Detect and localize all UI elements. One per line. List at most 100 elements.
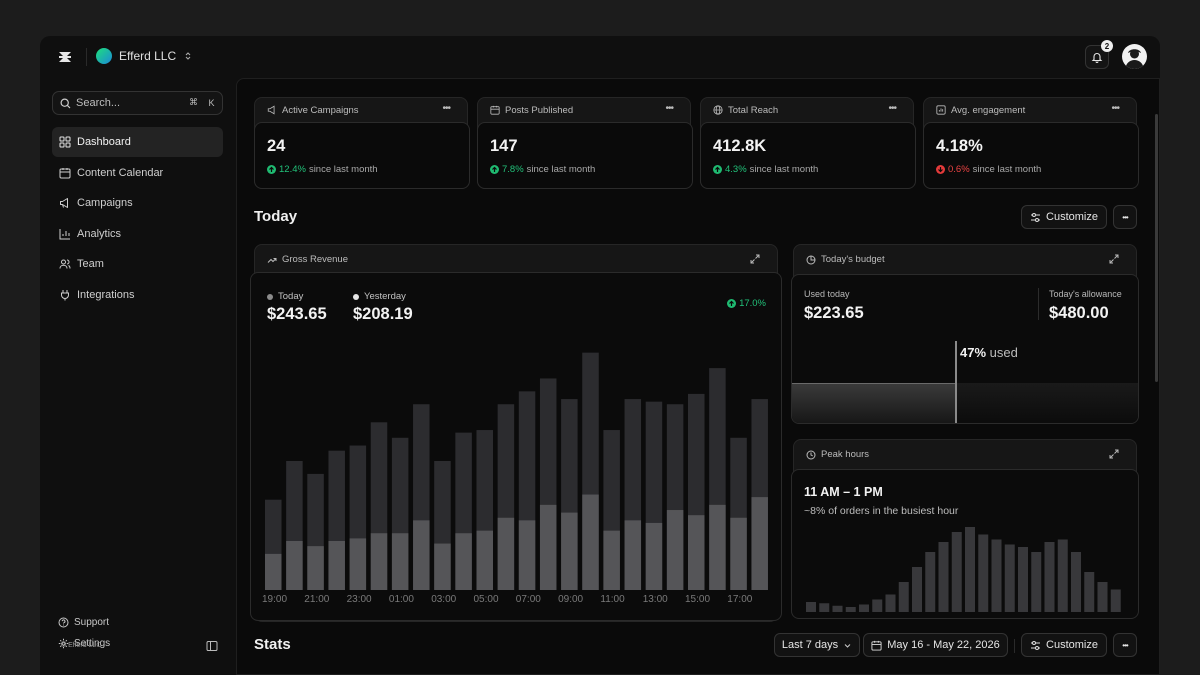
peak-hour-bar (898, 582, 909, 612)
bar-today (666, 510, 684, 590)
scrollbar[interactable] (1155, 114, 1158, 382)
legend-label: Yesterday (364, 291, 406, 302)
kpi-delta: 4.3% since last month (713, 164, 818, 175)
kpi-title: Posts Published (505, 104, 574, 116)
budget-fill (792, 383, 956, 423)
x-tick-label: 11:00 (600, 594, 625, 605)
megaphone-icon (60, 198, 68, 209)
stats-heading: Stats (254, 636, 291, 653)
allowance-label: Today's allowance (1049, 289, 1122, 299)
budget-used-readout: 47% used (960, 345, 1018, 360)
sidebar-item-campaigns[interactable]: Campaigns (52, 188, 223, 218)
budget-track (792, 383, 1138, 423)
x-tick-label: 01:00 (388, 594, 414, 605)
settings-label: Settings (74, 638, 111, 649)
yesterday-revenue-value: $208.19 (353, 305, 413, 323)
sidebar-item-dashboard[interactable]: Dashboard (52, 127, 223, 157)
user-avatar[interactable] (1122, 44, 1147, 69)
x-tick-label: 19:00 (262, 594, 288, 605)
expand-icon[interactable] (750, 254, 760, 264)
bar-today (730, 517, 747, 590)
kpi-value: 4.18% (936, 137, 983, 155)
peak-hour-bar (965, 527, 975, 612)
peak-hours-body: 11 AM – 1 PM ~8% of orders in the busies… (791, 469, 1139, 619)
kpi-title: Active Campaigns (282, 104, 359, 116)
gross-revenue-card: Gross Revenue Today Yesterday $243.65 $2… (250, 244, 782, 622)
logo-icon[interactable] (58, 50, 72, 64)
kpi-header: Posts Published (478, 98, 690, 122)
bar-today (751, 497, 768, 590)
peak-hour-bar (1044, 542, 1055, 612)
legend-today: Today (267, 291, 303, 302)
chevron-down-icon (844, 643, 851, 648)
sidebar-item-team[interactable]: Team (52, 249, 223, 279)
revenue-change: 17.0% (727, 298, 766, 309)
kpi-delta: 12.4% since last month (267, 164, 378, 175)
more-options-button[interactable]: ••• (1111, 103, 1119, 114)
divider (1038, 288, 1039, 320)
gross-revenue-chart (265, 352, 768, 590)
sidebar-item-analytics[interactable]: Analytics (52, 219, 223, 249)
card-title: Gross Revenue (282, 254, 349, 265)
sidebar-collapse-button[interactable] (206, 640, 218, 652)
kpi-delta-value: 4.3% (725, 164, 747, 175)
kpi-card-avg-engagement: Avg. engagement ••• 4.18% 0.6% since las… (923, 97, 1139, 189)
customize-button[interactable]: Customize (1021, 205, 1107, 229)
kpi-title: Total Reach (728, 104, 779, 116)
more-options-button[interactable]: ••• (442, 103, 450, 114)
peak-hour-bar (1057, 539, 1068, 612)
kpi-value: 412.8K (713, 137, 767, 155)
kpi-body: 147 7.8% since last month (477, 122, 693, 189)
kpi-delta-suffix: since last month (526, 164, 596, 175)
kpi-card-total-reach: Total Reach ••• 412.8K 4.3% since last m… (700, 97, 916, 189)
peak-hour-bar (1110, 589, 1121, 612)
allowance-value: $480.00 (1049, 304, 1109, 322)
expand-icon[interactable] (1109, 254, 1119, 264)
period-select[interactable]: Last 7 days (774, 633, 860, 657)
bar-today (624, 520, 642, 590)
card-title: Today's budget (821, 254, 885, 265)
sidebar-item-label: Team (77, 258, 104, 271)
peak-hours-card: Peak hours 11 AM – 1 PM ~8% of orders in… (791, 439, 1139, 619)
sidebar-item-integrations[interactable]: Integrations (52, 280, 223, 310)
more-options-button[interactable]: ••• (888, 103, 896, 114)
kpi-delta: 7.8% since last month (490, 164, 595, 175)
used-today-label: Used today (804, 289, 850, 299)
stats-customize-button[interactable]: Customize (1021, 633, 1107, 657)
stats-more-button[interactable]: ••• (1113, 633, 1137, 657)
sidebar-item-content-calendar[interactable]: Content Calendar (52, 158, 223, 188)
org-switcher[interactable]: Efferd LLC (96, 48, 193, 64)
sidebar-item-label: Content Calendar (77, 166, 164, 179)
today-more-button[interactable]: ••• (1113, 205, 1137, 229)
chevron-up-down-icon (185, 52, 191, 60)
kpi-title: Avg. engagement (951, 104, 1026, 116)
peak-hour-bar (1031, 552, 1042, 612)
kpi-body: 412.8K 4.3% since last month (700, 122, 916, 189)
date-range-picker[interactable]: May 16 - May 22, 2026 (863, 633, 1008, 657)
megaphone-icon (267, 105, 275, 115)
notifications-button[interactable]: 2 (1085, 40, 1113, 69)
peak-hours-chart (806, 527, 1121, 612)
main-content: Active Campaigns ••• 24 12.4% since last… (236, 78, 1160, 675)
settings-link[interactable]: Settings (58, 638, 110, 649)
search-placeholder: Search... (76, 97, 121, 109)
chart-icon (936, 105, 946, 115)
bar-today (603, 530, 620, 590)
support-link[interactable]: Support (58, 617, 109, 628)
sidebar-item-label: Analytics (77, 227, 122, 240)
expand-icon[interactable] (1109, 449, 1119, 459)
today-heading: Today (254, 208, 298, 225)
card-header: Peak hours (794, 440, 1136, 469)
more-options-button[interactable]: ••• (665, 103, 673, 114)
peak-hour-bar (806, 602, 816, 612)
peak-hour-bar (925, 552, 936, 612)
kpi-body: 24 12.4% since last month (254, 122, 470, 189)
clock-icon (806, 450, 816, 459)
bar-today (476, 530, 493, 590)
sliders-icon (1031, 640, 1041, 650)
kpi-delta-value: 7.8% (502, 164, 524, 175)
search-input[interactable]: Search... ⌘ K (52, 91, 223, 115)
bar-today (328, 540, 345, 590)
peak-hour-bar (1097, 582, 1108, 612)
calendar-icon (871, 640, 882, 651)
